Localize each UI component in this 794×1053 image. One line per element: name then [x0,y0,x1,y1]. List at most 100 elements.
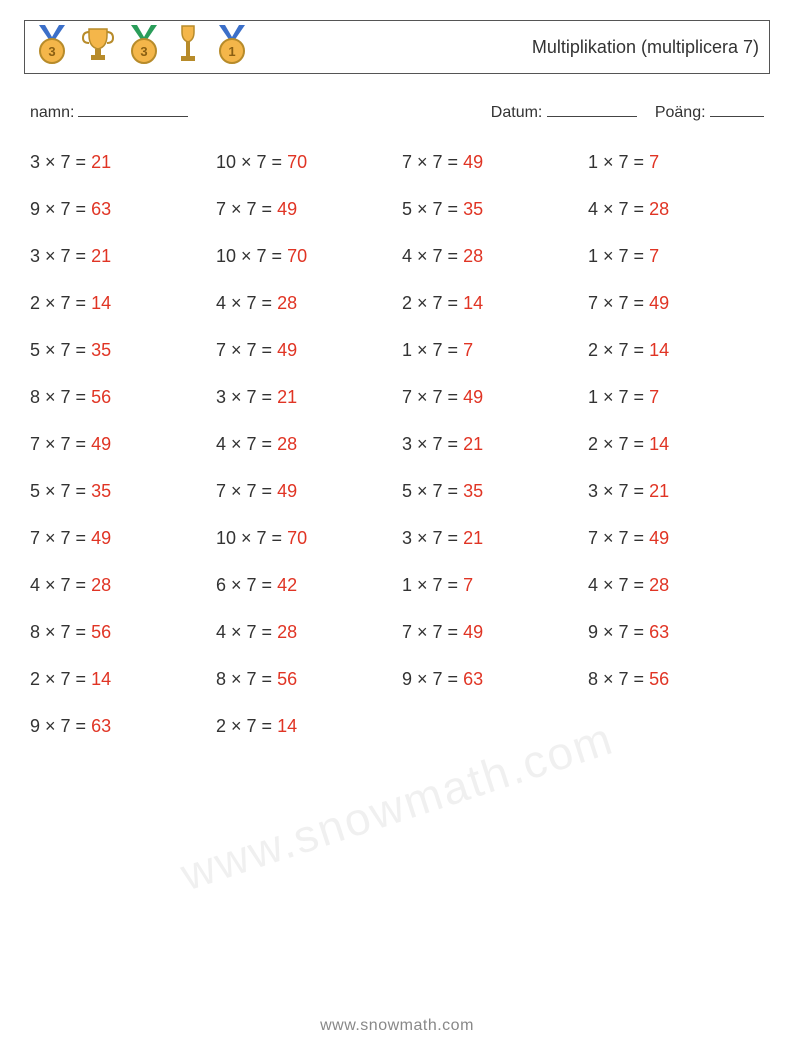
problem-answer: 35 [91,340,111,360]
problem: 4 × 7 = 28 [30,575,206,596]
problem-answer: 14 [649,434,669,454]
problem-expression: 2 × 7 = [588,340,649,360]
problem-answer: 7 [649,246,659,266]
problem-answer: 49 [463,622,483,642]
problem: 4 × 7 = 28 [216,622,392,643]
problem: 4 × 7 = 28 [402,246,578,267]
problem-expression: 7 × 7 = [30,434,91,454]
problem-expression: 4 × 7 = [30,575,91,595]
problem-expression: 5 × 7 = [30,481,91,501]
problem-expression: 10 × 7 = [216,246,287,266]
problem-answer: 21 [649,481,669,501]
problem: 3 × 7 = 21 [30,152,206,173]
problem-expression: 7 × 7 = [588,528,649,548]
problem: 7 × 7 = 49 [30,528,206,549]
problem-expression: 4 × 7 = [402,246,463,266]
problem: 5 × 7 = 35 [402,481,578,502]
problem-expression: 8 × 7 = [588,669,649,689]
problem-answer: 28 [91,575,111,595]
problem-answer: 49 [277,199,297,219]
problem-answer: 49 [649,293,669,313]
problem-expression: 3 × 7 = [402,434,463,454]
problem-expression: 7 × 7 = [216,481,277,501]
problem: 6 × 7 = 42 [216,575,392,596]
problem-answer: 28 [463,246,483,266]
problem-expression: 3 × 7 = [30,246,91,266]
problem: 7 × 7 = 49 [402,152,578,173]
problem-answer: 56 [91,622,111,642]
problem-expression: 1 × 7 = [402,340,463,360]
problem-expression: 3 × 7 = [216,387,277,407]
problem-expression: 8 × 7 = [216,669,277,689]
problem-answer: 49 [463,387,483,407]
problem: 3 × 7 = 21 [588,481,764,502]
problem: 9 × 7 = 63 [588,622,764,643]
problem: 1 × 7 = 7 [588,246,764,267]
problem: 5 × 7 = 35 [402,199,578,220]
problem-expression: 5 × 7 = [402,481,463,501]
problem: 8 × 7 = 56 [30,622,206,643]
problem: 9 × 7 = 63 [30,716,206,737]
meta-row: namn: Datum: Poäng: [24,100,770,122]
problem-expression: 3 × 7 = [402,528,463,548]
problem: 7 × 7 = 49 [216,481,392,502]
problem-expression: 4 × 7 = [216,434,277,454]
problem: 3 × 7 = 21 [30,246,206,267]
problem-answer: 14 [463,293,483,313]
medal-first-icon: 1 [215,25,249,70]
header-box: 331 Multiplikation (multiplicera 7) [24,20,770,74]
problem-answer: 14 [91,669,111,689]
problem: 2 × 7 = 14 [30,293,206,314]
problem-answer: 49 [277,340,297,360]
problem-answer: 63 [91,716,111,736]
name-label: namn: [30,104,74,122]
problem: 3 × 7 = 21 [402,528,578,549]
score-blank[interactable] [710,100,764,117]
problem-expression: 4 × 7 = [216,293,277,313]
problem: 1 × 7 = 7 [402,340,578,361]
svg-text:3: 3 [140,44,147,59]
problem-answer: 49 [463,152,483,172]
problem-expression: 7 × 7 = [588,293,649,313]
problem-answer: 28 [277,434,297,454]
problem: 7 × 7 = 49 [588,528,764,549]
problem-expression: 8 × 7 = [30,622,91,642]
date-blank[interactable] [547,100,637,117]
problem: 3 × 7 = 21 [402,434,578,455]
svg-text:3: 3 [48,44,55,59]
problem: 1 × 7 = 7 [588,152,764,173]
problem-answer: 28 [649,199,669,219]
problem: 2 × 7 = 14 [402,293,578,314]
header-icons: 3 3 1 [35,24,249,71]
problem-expression: 4 × 7 = [216,622,277,642]
problem: 7 × 7 = 49 [216,199,392,220]
name-blank[interactable] [78,100,188,117]
problem: 4 × 7 = 28 [588,575,764,596]
problem-answer: 21 [277,387,297,407]
problem: 7 × 7 = 49 [30,434,206,455]
problem-answer: 21 [91,152,111,172]
problem: 4 × 7 = 28 [588,199,764,220]
problem-expression: 2 × 7 = [588,434,649,454]
problem-answer: 35 [463,481,483,501]
problem-expression: 5 × 7 = [402,199,463,219]
problem-answer: 63 [649,622,669,642]
problem: 2 × 7 = 14 [30,669,206,690]
problem-expression: 5 × 7 = [30,340,91,360]
problem: 4 × 7 = 28 [216,434,392,455]
problem: 8 × 7 = 56 [216,669,392,690]
date-label: Datum: [491,104,543,121]
problem: 1 × 7 = 7 [588,387,764,408]
score-field: Poäng: [655,100,764,122]
problem-expression: 9 × 7 = [30,716,91,736]
date-field: Datum: [491,100,637,122]
problem-expression: 1 × 7 = [402,575,463,595]
problem: 10 × 7 = 70 [216,528,392,549]
problem: 7 × 7 = 49 [402,387,578,408]
problem-answer: 7 [463,340,473,360]
problem-answer: 70 [287,528,307,548]
problem-answer: 7 [463,575,473,595]
problem-expression: 9 × 7 = [402,669,463,689]
problem-expression: 8 × 7 = [30,387,91,407]
problem-expression: 7 × 7 = [402,387,463,407]
